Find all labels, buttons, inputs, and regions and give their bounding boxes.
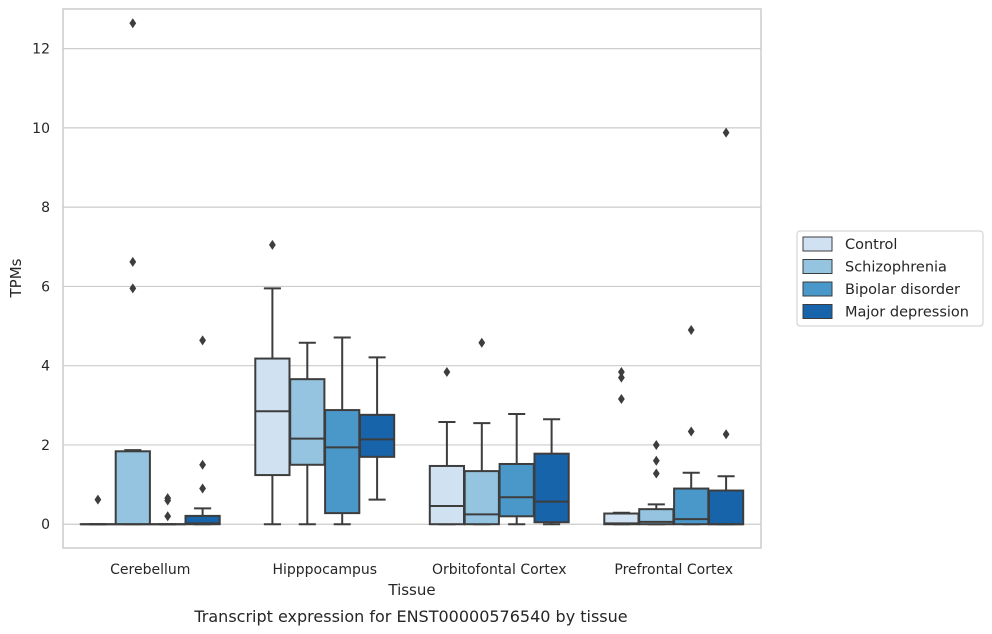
box-0-1 (114, 18, 151, 526)
gridlines (63, 48, 761, 525)
legend-label: Schizophrenia (845, 260, 947, 276)
outlier-point (199, 335, 206, 346)
box-2-3 (533, 418, 570, 526)
outlier-point (129, 283, 137, 294)
box-iqr (428, 464, 466, 526)
box-3-1 (638, 439, 675, 526)
box-iqr (114, 450, 151, 526)
y-tick-label: 8 (41, 200, 50, 216)
box-0-3 (184, 335, 221, 526)
plot-frame (62, 8, 762, 549)
box-iqr (358, 413, 396, 458)
outlier-point (687, 426, 695, 437)
outlier-point (652, 455, 660, 466)
outlier-point (129, 18, 137, 29)
legend-label: Bipolar disorder (845, 282, 960, 298)
outlier-point (199, 459, 206, 470)
box-iqr (289, 378, 326, 466)
outlier-point (652, 439, 660, 450)
box-2-1 (463, 337, 500, 526)
legend-swatch (802, 259, 833, 274)
outlier-point (722, 429, 730, 440)
box-0-2 (149, 493, 186, 526)
outlier-point (129, 256, 137, 267)
chart-caption: Transcript expression for ENST0000057654… (193, 607, 627, 626)
outlier-point (164, 511, 172, 522)
box-2-2 (498, 413, 535, 526)
legend-swatch (802, 236, 833, 252)
box-1-2 (324, 336, 361, 526)
y-tick-label: 0 (41, 517, 50, 533)
box-2-0 (428, 367, 466, 526)
x-axis-title: Tissue (387, 581, 435, 599)
box-0-0 (79, 494, 117, 526)
y-tick-label: 10 (32, 121, 50, 137)
y-axis-title: TPMs (7, 258, 25, 298)
legend-label: Major depression (845, 305, 969, 321)
box-1-3 (358, 356, 396, 501)
outlier-point (652, 468, 660, 479)
x-tick-labels: Cerebellum Hipppocampus Orbitofontal Corte… (110, 562, 733, 578)
box-1-1 (289, 341, 326, 526)
x-tick-label: Orbitofontal Cortex (432, 562, 567, 578)
outlier-point (618, 372, 625, 383)
x-tick-label: Prefrontal Cortex (614, 562, 733, 578)
boxplot-layer (79, 18, 745, 526)
box-iqr (324, 409, 361, 515)
legend: Control Schizophrenia Bipolar disorder Majo… (796, 230, 984, 327)
outlier-point (443, 367, 451, 378)
legend-swatch (802, 304, 833, 319)
box-iqr (498, 462, 535, 518)
outlier-point (94, 494, 102, 505)
legend-label: Control (845, 237, 897, 253)
y-tick-label: 2 (41, 438, 50, 454)
box-iqr (463, 470, 500, 526)
outlier-point (618, 393, 625, 404)
x-tick-label: Hipppocampus (272, 562, 377, 578)
y-tick-label: 12 (32, 42, 50, 58)
outlier-point (722, 127, 730, 138)
outlier-point (269, 239, 276, 250)
outlier-point (199, 483, 206, 494)
outlier-point (687, 325, 695, 336)
y-tick-labels: 0 2 4 6 8 10 12 (32, 42, 50, 534)
box-iqr (254, 357, 291, 477)
box-iqr (707, 489, 745, 526)
legend-frame (796, 230, 984, 327)
legend-swatch (802, 281, 833, 297)
y-tick-label: 6 (41, 279, 50, 295)
y-tick-label: 4 (41, 359, 50, 375)
outlier-point (478, 337, 486, 348)
box-3-3 (707, 127, 745, 526)
x-tick-label: Cerebellum (110, 562, 190, 578)
outlier-point (618, 367, 625, 378)
box-3-2 (673, 325, 710, 526)
box-iqr (533, 452, 570, 524)
outlier-point (164, 493, 172, 504)
box-1-0 (254, 239, 291, 526)
box-3-0 (603, 367, 640, 526)
